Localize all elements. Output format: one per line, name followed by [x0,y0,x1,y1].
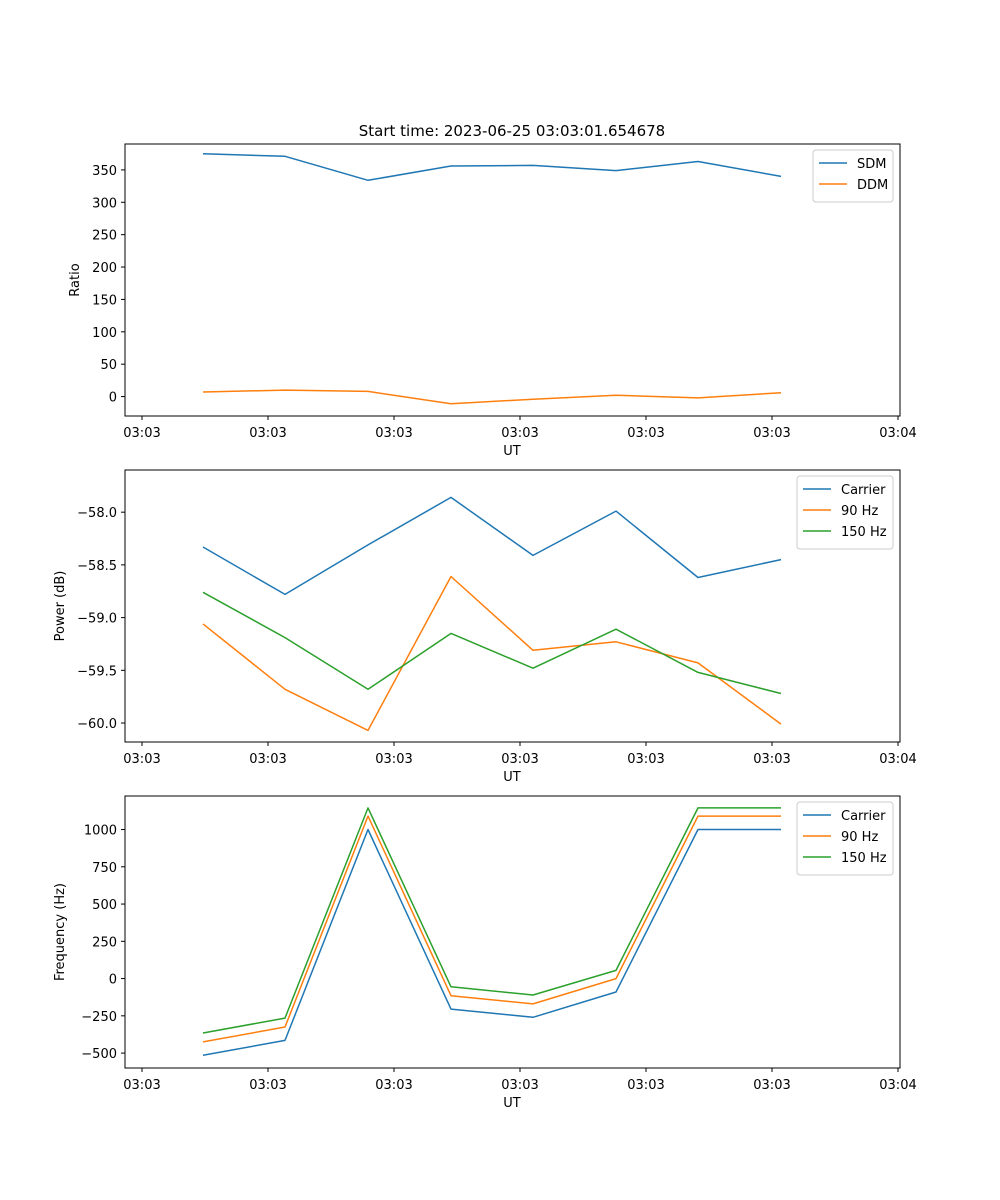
x-axis-label: UT [503,444,521,459]
y-tick-label: 350 [92,164,117,179]
y-tick-label: 300 [92,196,117,211]
legend-label: Carrier [841,809,886,824]
x-tick-label: 03:03 [375,752,412,767]
x-tick-label: 03:03 [753,752,790,767]
series-line-150-hz [202,591,782,695]
x-axis-label: UT [503,1096,521,1111]
legend-label: 150 Hz [841,525,887,540]
x-tick-label: 03:03 [627,426,664,441]
x-tick-label: 03:03 [249,426,286,441]
series-line-90-hz [202,815,781,1043]
y-tick-label: −58.0 [77,506,117,521]
x-tick-label: 03:03 [249,752,286,767]
y-tick-label: 250 [92,229,117,244]
axes-frame [124,143,901,417]
x-axis-label: UT [503,770,521,785]
y-axis-label: Frequency (Hz) [53,883,68,981]
y-axis-label: Power (dB) [53,571,68,642]
y-tick-label: −500 [81,1047,117,1062]
y-tick-label: 500 [92,898,117,913]
legend-label: DDM [857,178,888,193]
legend-label: 90 Hz [841,504,878,519]
legend-label: Carrier [841,483,886,498]
power-panel: 03:03 03:03 03:03 03:03 03:03 03:03 03:04 −60.0… [53,469,917,785]
ratio-panel: 03:03 03:03 03:03 03:03 03:03 03:03 03:04 0 50 10… [68,143,917,459]
y-tick-label: −58.5 [77,559,117,574]
x-tick-label: 03:03 [627,1078,664,1093]
x-tick-label: 03:04 [879,752,916,767]
x-tick-label: 03:03 [753,1078,790,1093]
y-tick-label: 0 [109,391,117,406]
x-tick-label: 03:04 [879,426,916,441]
x-tick-label: 03:03 [123,1078,160,1093]
legend-label: 90 Hz [841,830,878,845]
series-line-90-hz [202,575,782,732]
legend-label: SDM [857,157,886,172]
figure-title: Start time: 2023-06-25 03:03:01.654678 [359,122,665,140]
y-tick-label: 750 [92,861,117,876]
x-tick-label: 03:03 [501,752,538,767]
x-tick-label: 03:03 [753,426,790,441]
x-tick-label: 03:04 [879,1078,916,1093]
y-tick-label: −60.0 [77,717,117,732]
series-line-carrier [202,828,781,1057]
x-tick-label: 03:03 [375,426,412,441]
y-tick-label: 50 [100,358,117,373]
x-tick-label: 03:03 [123,426,160,441]
frequency-panel: 03:03 03:03 03:03 03:03 03:03 03:03 03:04 −500 −… [53,795,917,1111]
x-tick-label: 03:03 [375,1078,412,1093]
y-tick-label: 150 [92,293,117,308]
y-axis-label: Ratio [68,263,83,296]
x-tick-label: 03:03 [501,426,538,441]
y-tick-label: 250 [92,935,117,950]
y-tick-label: 0 [109,973,117,988]
y-tick-label: 100 [92,326,117,341]
series-line-sdm [202,152,782,182]
legend-label: 150 Hz [841,851,887,866]
y-tick-label: 200 [92,261,117,276]
y-tick-label: −59.5 [77,664,117,679]
x-tick-label: 03:03 [501,1078,538,1093]
x-tick-label: 03:03 [249,1078,286,1093]
y-tick-label: −250 [81,1010,117,1025]
y-tick-label: −59.0 [77,612,117,627]
y-tick-label: 1000 [84,824,117,839]
series-line-ddm [202,389,782,405]
series-line-carrier [202,496,782,596]
x-tick-label: 03:03 [627,752,664,767]
axes-frame [124,469,901,743]
axes-frame [124,795,901,1069]
series-line-150-hz [202,807,781,1034]
x-tick-label: 03:03 [123,752,160,767]
